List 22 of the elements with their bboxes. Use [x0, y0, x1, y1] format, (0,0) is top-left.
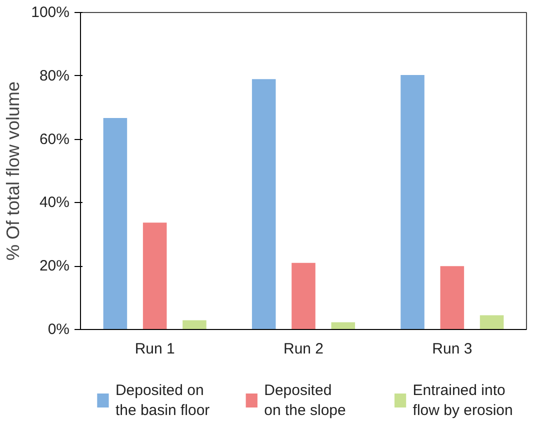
y-tick-label: 80%: [39, 67, 70, 84]
bar: [292, 262, 316, 330]
bar: [400, 74, 424, 330]
bar: [103, 118, 128, 330]
bar: [252, 79, 276, 330]
x-tick-label: Run 3: [432, 340, 472, 358]
bar: [182, 320, 206, 330]
x-tick-label: Run 2: [283, 340, 324, 358]
bar: [142, 222, 167, 330]
legend-label: Deposited on the basin floor: [115, 382, 210, 420]
bar: [440, 266, 464, 330]
y-tick-label: 100%: [31, 4, 70, 21]
y-tick-label: 60%: [39, 130, 70, 148]
y-tick-label: 40%: [39, 194, 70, 212]
y-tick-label: 0%: [48, 321, 70, 338]
y-axis-title: % Of total flow volume: [3, 81, 24, 261]
y-tick-label: 20%: [39, 258, 70, 275]
bar: [480, 315, 504, 330]
legend-label: Entrained into flow by erosion: [412, 382, 513, 420]
bar: [331, 322, 356, 330]
x-tick-label: Run 1: [134, 340, 175, 358]
legend-label: Deposited on the slope: [264, 382, 346, 420]
